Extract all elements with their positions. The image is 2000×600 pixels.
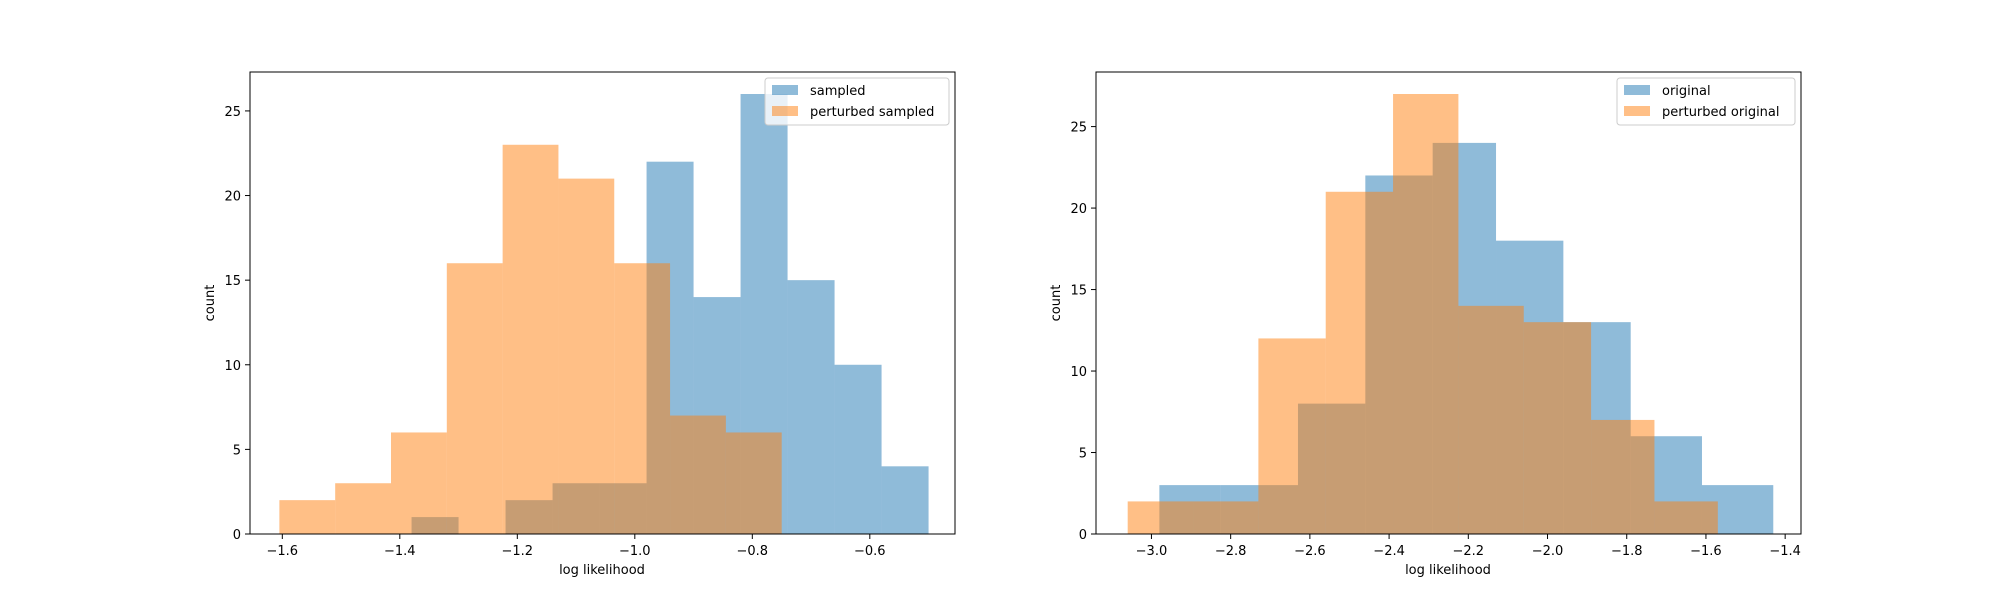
- bar-sampled-10: [881, 466, 929, 534]
- bars: [279, 94, 929, 534]
- axes-frame: [1095, 71, 1802, 535]
- bar-perturbed-sampled-4: [502, 144, 559, 534]
- series-perturbed-original: [1127, 94, 1718, 534]
- x-tick-label: −2.6: [1294, 544, 1326, 559]
- legend-box: [1616, 77, 1796, 126]
- legend-swatch-perturbed-original: [1624, 106, 1650, 116]
- legend-label-original: original: [1662, 84, 1711, 99]
- x-tick-label: −1.0: [619, 544, 651, 559]
- y-tick-label: 10: [1070, 365, 1087, 380]
- x-axis-label: log likelihood: [559, 563, 645, 578]
- legend-swatch-perturbed-sampled: [772, 106, 798, 116]
- x-tick-label: −0.6: [854, 544, 886, 559]
- bar-perturbed-original-4: [1393, 94, 1459, 534]
- legend-label-perturbed-original: perturbed original: [1662, 105, 1780, 120]
- x-tick-label: −1.6: [1690, 544, 1722, 559]
- y-tick-label: 0: [233, 528, 241, 543]
- legend-label-perturbed-sampled: perturbed sampled: [810, 105, 934, 120]
- subplot-sampled: −1.6 −1.4 −1.2 −1.0 −0.8 −0.6 0 5 10 15 20 25 log …: [203, 71, 956, 578]
- y-tick-label: 15: [1070, 284, 1087, 299]
- bar-perturbed-sampled-8: [725, 432, 782, 534]
- bar-perturbed-original-2: [1258, 338, 1326, 534]
- bar-perturbed-sampled-1: [335, 483, 391, 534]
- y-tick-label: 25: [1070, 121, 1087, 136]
- y-axis-ticks: 0 5 10 15 20 25: [224, 105, 250, 543]
- x-axis-ticks: −1.6 −1.4 −1.2 −1.0 −0.8 −0.6: [267, 534, 886, 559]
- x-tick-label: −0.8: [737, 544, 769, 559]
- x-tick-label: −1.4: [384, 544, 416, 559]
- y-tick-label: 5: [1079, 447, 1087, 462]
- y-tick-label: 15: [224, 274, 241, 289]
- y-tick-label: 10: [224, 359, 241, 374]
- x-tick-label: −2.0: [1532, 544, 1564, 559]
- bar-perturbed-original-0: [1127, 501, 1194, 534]
- legend: original perturbed original: [1616, 77, 1796, 126]
- y-tick-label: 5: [233, 443, 241, 458]
- x-tick-label: −1.6: [267, 544, 299, 559]
- y-axis-label: count: [203, 285, 218, 322]
- subplot-original: −3.0 −2.8 −2.6 −2.4 −2.2 −2.0 −1.8 −1.6 −1.4 0 5 1…: [1049, 71, 1802, 578]
- bar-perturbed-original-8: [1654, 501, 1718, 534]
- bar-perturbed-sampled-3: [446, 263, 503, 534]
- legend-box: [764, 77, 950, 126]
- x-tick-label: −2.2: [1453, 544, 1485, 559]
- x-tick-label: −2.4: [1373, 544, 1405, 559]
- x-axis-label: log likelihood: [1405, 563, 1491, 578]
- bar-perturbed-sampled-0: [279, 500, 336, 534]
- x-tick-label: −3.0: [1136, 544, 1168, 559]
- bars: [1127, 94, 1774, 535]
- y-tick-label: 20: [224, 190, 241, 205]
- x-tick-label: −1.4: [1769, 544, 1801, 559]
- x-tick-label: −1.8: [1611, 544, 1643, 559]
- bar-sampled-9: [834, 364, 882, 534]
- legend-swatch-original: [1624, 85, 1650, 95]
- bar-perturbed-original-3: [1325, 191, 1394, 534]
- series-perturbed-sampled: [279, 144, 782, 534]
- legend: sampled perturbed sampled: [764, 77, 950, 126]
- legend-label-sampled: sampled: [810, 84, 866, 99]
- bar-perturbed-sampled-2: [391, 432, 447, 534]
- bar-perturbed-original-5: [1458, 305, 1524, 534]
- y-axis-ticks: 0 5 10 15 20 25: [1070, 121, 1096, 543]
- x-tick-label: −2.8: [1215, 544, 1247, 559]
- y-tick-label: 0: [1079, 528, 1087, 543]
- bar-perturbed-original-1: [1193, 501, 1259, 534]
- bar-perturbed-original-7: [1591, 419, 1655, 534]
- legend-swatch-sampled: [772, 85, 798, 95]
- y-tick-label: 25: [224, 105, 241, 120]
- y-axis-label: count: [1049, 285, 1064, 322]
- y-tick-label: 20: [1070, 202, 1087, 217]
- x-axis-ticks: −3.0 −2.8 −2.6 −2.4 −2.2 −2.0 −1.8 −1.6 −1.4: [1136, 534, 1801, 559]
- x-tick-label: −1.2: [502, 544, 534, 559]
- bar-sampled-8: [787, 280, 835, 534]
- bar-perturbed-original-6: [1523, 322, 1592, 534]
- bar-perturbed-sampled-5: [558, 178, 615, 534]
- bar-perturbed-sampled-6: [614, 263, 671, 534]
- axes-frame: [249, 71, 956, 535]
- bar-perturbed-sampled-7: [670, 415, 726, 534]
